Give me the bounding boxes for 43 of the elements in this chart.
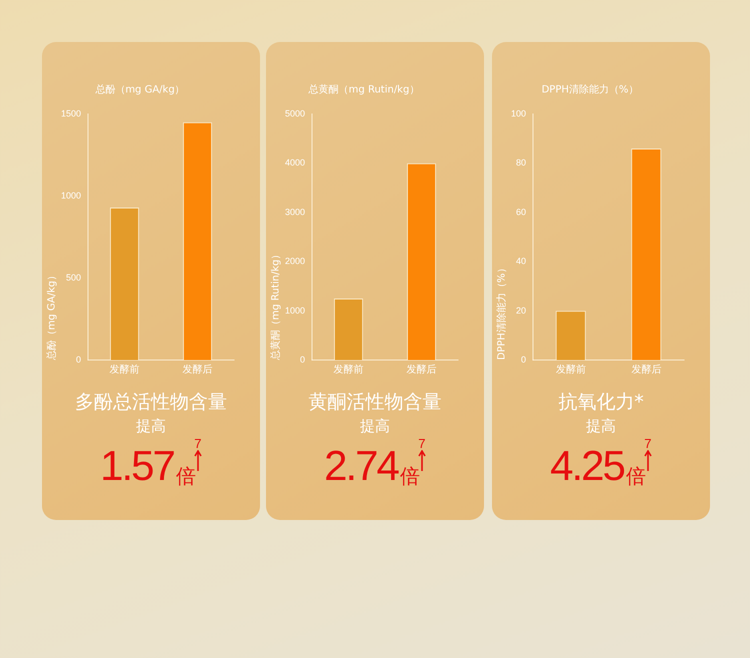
y-tick-label: 500 bbox=[66, 272, 82, 282]
chart-title: 总酚（mg GA/kg） bbox=[94, 84, 185, 96]
x-tick-label: 发酵前 bbox=[334, 364, 364, 376]
x-tick-label: 发酵后 bbox=[631, 364, 662, 376]
text: 1.57 bbox=[100, 442, 174, 489]
chart-title: 总黄酮（mg Rutin/kg） bbox=[308, 84, 420, 96]
y-tick-label: 1500 bbox=[60, 108, 82, 118]
y-tick-label: 1000 bbox=[60, 190, 82, 200]
y-axis-title: 总黄酮（mg Rutin/kg） bbox=[270, 249, 282, 361]
text: 7 bbox=[194, 436, 202, 451]
text: 4.25 bbox=[550, 442, 624, 489]
text: 提高 bbox=[135, 416, 167, 436]
y-tick-label: 0 bbox=[521, 354, 526, 364]
y-tick-label: 5000 bbox=[284, 108, 306, 118]
text: 多酚总活性物含量 bbox=[74, 390, 228, 414]
y-axis-title: DPPH清除能力（%） bbox=[496, 263, 508, 360]
text: 7 bbox=[644, 436, 652, 451]
x-tick-label: 发酵前 bbox=[110, 364, 140, 376]
y-tick-label: 3000 bbox=[284, 206, 306, 217]
text: 倍 bbox=[626, 464, 646, 488]
y-tick-label: 2000 bbox=[284, 256, 306, 266]
x-tick-label: 发酵前 bbox=[556, 364, 586, 376]
y-tick-label: 0 bbox=[76, 354, 82, 364]
y-tick-label: 1000 bbox=[284, 305, 306, 316]
y-tick-label: 100 bbox=[510, 108, 526, 118]
y-tick-label: 0 bbox=[300, 354, 306, 364]
y-tick-label: 40 bbox=[516, 256, 526, 266]
text: 7 bbox=[418, 436, 426, 451]
x-tick-label: 发酵后 bbox=[182, 364, 213, 376]
text: 2.74 bbox=[324, 442, 398, 489]
text: 倍 bbox=[400, 464, 420, 488]
text: 提高 bbox=[359, 416, 391, 436]
chart-title: DPPH清除能力（%） bbox=[542, 84, 638, 96]
x-tick-label: 发酵后 bbox=[406, 364, 437, 376]
y-tick-label: 60 bbox=[516, 206, 526, 217]
y-axis-title: 总酚（mg GA/kg） bbox=[46, 270, 58, 361]
y-tick-label: 80 bbox=[516, 158, 526, 168]
text: 提高 bbox=[585, 416, 617, 436]
text: 倍 bbox=[176, 464, 196, 488]
text: 抗氧化力* bbox=[557, 390, 645, 414]
text: 黄酮活性物含量 bbox=[308, 390, 442, 414]
y-tick-label: 4000 bbox=[284, 158, 306, 168]
y-tick-label: 20 bbox=[516, 305, 526, 316]
